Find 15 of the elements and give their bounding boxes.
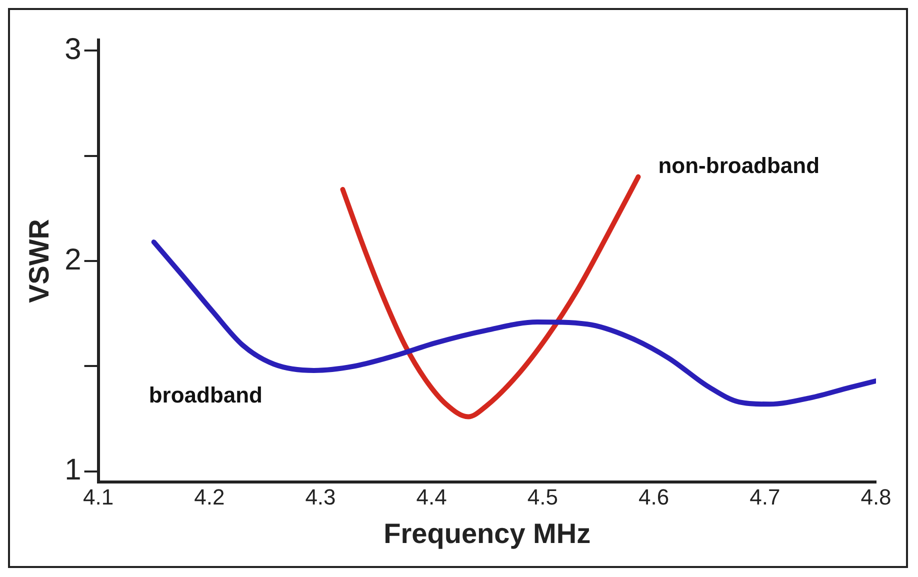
x-tick-label: 4.8 (860, 484, 892, 510)
series-label: non-broadband (658, 152, 820, 178)
x-tick-label: 4.2 (194, 484, 225, 510)
x-tick-label: 4.6 (638, 484, 670, 510)
series-label: broadband (148, 382, 263, 408)
x-tick-label: 4.7 (750, 484, 780, 510)
x-tick-label: 4.1 (82, 484, 114, 510)
y-axis-title: VSWR (24, 219, 55, 303)
x-tick-label: 4.4 (416, 484, 447, 510)
y-tick-label: 2 (64, 243, 82, 276)
x-axis-title: Frequency MHz (384, 518, 591, 549)
y-tick-label: 3 (64, 32, 82, 66)
x-tick-label: 4.3 (305, 484, 336, 510)
x-tick-label: 4.5 (527, 484, 558, 510)
y-tick-label: 1 (64, 454, 82, 487)
